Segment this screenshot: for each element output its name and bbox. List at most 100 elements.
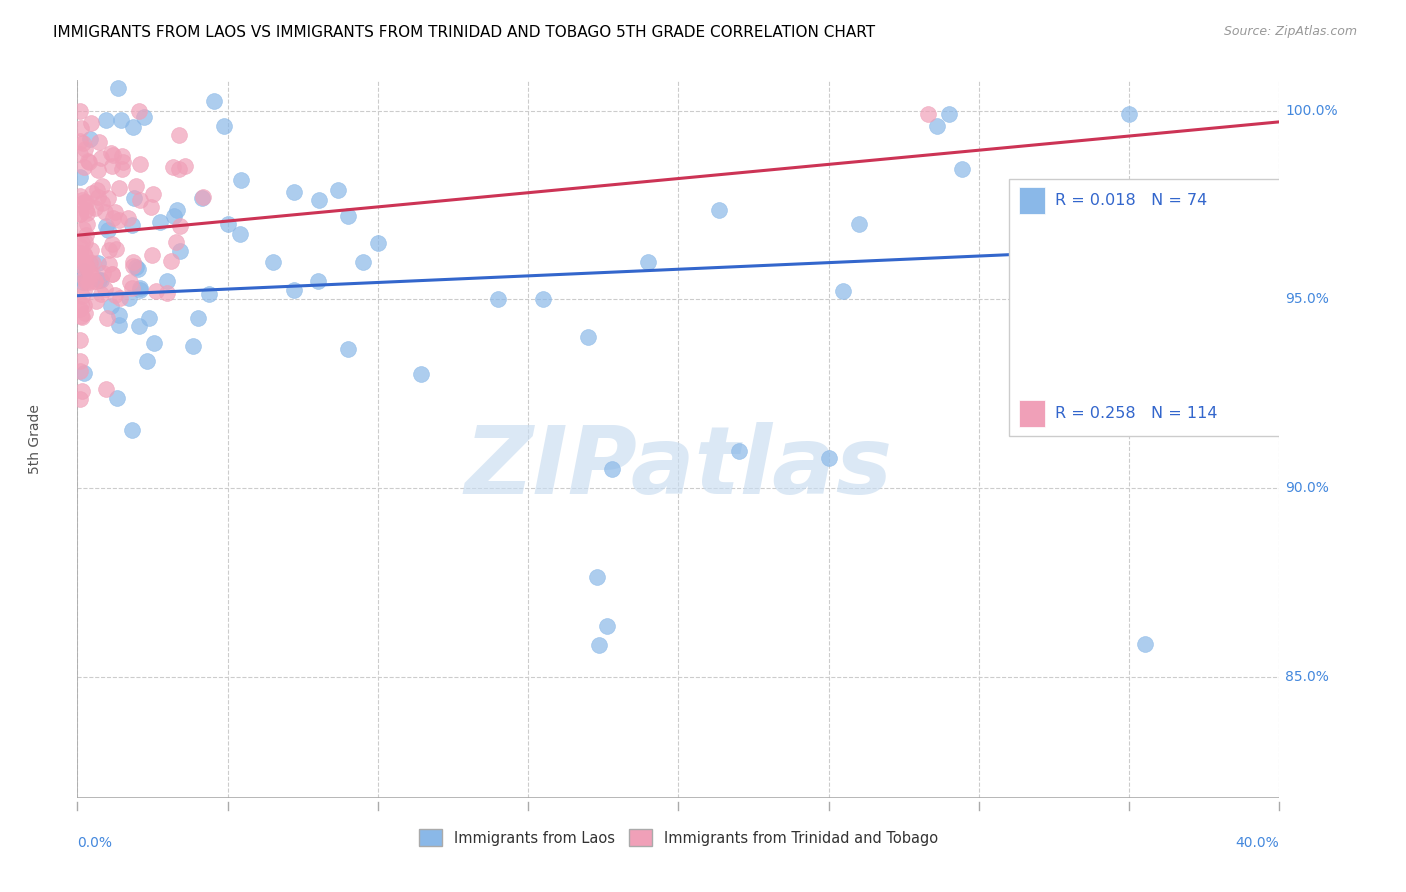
Point — [91, 266, 114, 280]
Point — [134, 110, 156, 124]
Text: 95.0%: 95.0% — [1285, 293, 1329, 307]
Point — [70, 384, 93, 398]
Point — [72, 310, 94, 325]
Point — [69, 310, 91, 324]
Point — [125, 260, 148, 274]
Point — [69, 207, 91, 221]
Point — [73, 235, 96, 249]
Point — [122, 254, 145, 268]
Point — [84, 274, 107, 288]
Point — [167, 161, 190, 176]
Point — [283, 186, 305, 200]
Point — [84, 293, 107, 308]
Point — [69, 239, 91, 253]
Point — [69, 250, 91, 264]
Point — [72, 222, 94, 236]
Point — [110, 291, 132, 305]
Point — [70, 289, 93, 303]
Point — [96, 311, 118, 326]
Point — [122, 259, 145, 273]
Point — [98, 243, 121, 257]
Point — [73, 273, 96, 287]
Point — [97, 257, 120, 271]
Point — [69, 147, 91, 161]
Point — [927, 120, 949, 134]
Point — [69, 189, 91, 203]
Point — [212, 119, 235, 133]
Point — [917, 107, 939, 121]
Point — [69, 103, 91, 118]
Point — [79, 243, 101, 257]
Point — [91, 195, 114, 210]
Point — [108, 181, 131, 195]
Point — [72, 136, 94, 150]
Point — [75, 228, 97, 243]
Point — [70, 120, 93, 135]
Point — [69, 364, 91, 378]
Point — [69, 134, 91, 148]
Point — [950, 161, 973, 176]
FancyBboxPatch shape — [1018, 400, 1045, 427]
Point — [72, 275, 94, 289]
Point — [87, 273, 110, 287]
Point — [600, 462, 623, 476]
Point — [128, 193, 150, 207]
Point — [77, 154, 100, 169]
Point — [101, 236, 124, 251]
Point — [121, 281, 143, 295]
Point — [69, 206, 91, 220]
Point — [82, 256, 104, 270]
Point — [128, 281, 150, 295]
Point — [79, 132, 101, 146]
Text: 100.0%: 100.0% — [1285, 103, 1339, 118]
Point — [145, 284, 167, 298]
Point — [307, 274, 329, 288]
Point — [75, 280, 97, 294]
Point — [411, 368, 433, 382]
Point — [103, 211, 125, 226]
Point — [79, 266, 101, 280]
Point — [108, 309, 131, 323]
Point — [75, 306, 97, 320]
Point — [90, 151, 112, 165]
Point — [100, 299, 122, 313]
Point — [76, 206, 98, 220]
Point — [105, 391, 128, 405]
Point — [70, 193, 93, 207]
Point — [73, 247, 96, 261]
Point — [77, 275, 100, 289]
Point — [141, 248, 163, 262]
Point — [97, 190, 120, 204]
Point — [707, 202, 730, 217]
Point — [69, 333, 91, 347]
Text: R = 0.258   N = 114: R = 0.258 N = 114 — [1054, 406, 1218, 421]
Text: 5th Grade: 5th Grade — [28, 404, 42, 475]
Point — [118, 275, 141, 289]
Text: ZIPatlas: ZIPatlas — [464, 422, 893, 514]
Text: 0.0%: 0.0% — [77, 836, 112, 850]
Point — [128, 157, 150, 171]
Point — [576, 330, 599, 344]
Point — [136, 354, 159, 368]
Point — [69, 354, 91, 368]
Point — [73, 194, 96, 209]
Point — [127, 261, 149, 276]
Point — [118, 291, 141, 305]
Point — [101, 159, 124, 173]
Point — [79, 255, 101, 269]
Point — [352, 254, 374, 268]
Point — [596, 619, 619, 633]
Point — [94, 382, 117, 396]
Point — [72, 235, 94, 250]
Point — [100, 145, 122, 160]
Point — [83, 274, 105, 288]
Point — [117, 211, 139, 225]
Point — [163, 209, 186, 223]
Text: IMMIGRANTS FROM LAOS VS IMMIGRANTS FROM TRINIDAD AND TOBAGO 5TH GRADE CORRELATIO: IMMIGRANTS FROM LAOS VS IMMIGRANTS FROM … — [53, 25, 876, 40]
Point — [531, 293, 554, 307]
Point — [169, 128, 191, 142]
Point — [191, 191, 214, 205]
Point — [77, 155, 100, 169]
Point — [817, 451, 839, 466]
Point — [129, 283, 152, 297]
